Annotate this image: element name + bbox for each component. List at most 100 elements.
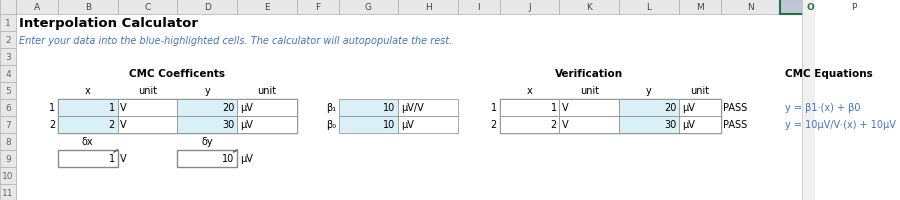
Bar: [338, 100, 399, 116]
Text: N: N: [747, 3, 754, 12]
Text: M: M: [696, 3, 704, 12]
Text: 6: 6: [5, 103, 11, 112]
Text: B: B: [85, 3, 91, 12]
Text: V: V: [562, 103, 569, 113]
Bar: [338, 116, 399, 133]
Text: P: P: [850, 3, 856, 12]
Bar: [297, 0, 338, 15]
Text: K: K: [587, 3, 592, 12]
Text: 10: 10: [3, 171, 14, 180]
Bar: [0, 0, 16, 15]
Bar: [458, 0, 500, 15]
Bar: [0, 100, 16, 116]
Text: I: I: [478, 3, 481, 12]
Text: PASS: PASS: [724, 103, 748, 113]
Text: 1: 1: [491, 103, 497, 113]
Text: δy: δy: [202, 137, 213, 147]
Bar: [560, 100, 619, 116]
Text: PASS: PASS: [724, 120, 748, 130]
Text: C: C: [144, 3, 150, 12]
Text: V: V: [562, 120, 569, 130]
Text: μV: μV: [401, 120, 414, 130]
Bar: [0, 184, 16, 200]
Bar: [560, 116, 619, 133]
Bar: [58, 150, 118, 167]
Text: 8: 8: [5, 137, 11, 146]
Text: V: V: [121, 154, 127, 164]
Text: β₁: β₁: [326, 103, 336, 113]
Bar: [619, 0, 679, 15]
Text: 10: 10: [383, 120, 396, 130]
Text: 11: 11: [3, 188, 14, 197]
Text: 20: 20: [222, 103, 235, 113]
Bar: [58, 116, 118, 133]
Text: μV: μV: [240, 120, 253, 130]
Text: 4: 4: [5, 70, 11, 79]
Text: 1: 1: [109, 103, 115, 113]
Text: 9: 9: [5, 154, 11, 163]
Text: y: y: [204, 86, 211, 96]
Bar: [679, 0, 721, 15]
Bar: [0, 32, 16, 49]
Bar: [58, 100, 297, 133]
Bar: [619, 100, 679, 116]
Bar: [177, 0, 238, 15]
Bar: [0, 66, 16, 83]
Bar: [679, 116, 721, 133]
Bar: [780, 0, 840, 15]
Text: 10: 10: [383, 103, 396, 113]
Bar: [238, 100, 297, 116]
Text: y = β1·(x) + β0: y = β1·(x) + β0: [785, 103, 860, 113]
Bar: [177, 150, 238, 167]
Text: 1: 1: [5, 19, 11, 28]
Bar: [500, 100, 721, 133]
Text: μV: μV: [681, 120, 695, 130]
Bar: [0, 0, 814, 15]
Text: L: L: [646, 3, 652, 12]
Text: μV/V: μV/V: [401, 103, 424, 113]
Text: Enter your data into the blue-highlighted cells. The calculator will autopopulat: Enter your data into the blue-highlighte…: [19, 35, 453, 45]
Bar: [118, 100, 177, 116]
Bar: [0, 49, 16, 66]
Bar: [399, 116, 458, 133]
Text: 2: 2: [5, 36, 11, 45]
Bar: [177, 100, 238, 116]
Text: E: E: [265, 3, 270, 12]
Text: O: O: [806, 3, 814, 12]
Text: μV: μV: [240, 154, 253, 164]
Bar: [0, 167, 16, 184]
Text: Interpolation Calculator: Interpolation Calculator: [19, 17, 198, 30]
Text: 2: 2: [49, 120, 55, 130]
Text: x: x: [526, 86, 533, 96]
Text: J: J: [528, 3, 531, 12]
Bar: [0, 83, 16, 100]
Bar: [238, 0, 297, 15]
Text: 20: 20: [664, 103, 676, 113]
Text: A: A: [34, 3, 40, 12]
Text: G: G: [364, 3, 372, 12]
Text: Verification: Verification: [555, 69, 624, 79]
Text: H: H: [425, 3, 431, 12]
Bar: [238, 116, 297, 133]
Text: unit: unit: [257, 86, 276, 96]
Text: unit: unit: [580, 86, 598, 96]
Text: 7: 7: [5, 120, 11, 129]
Bar: [0, 15, 16, 32]
Bar: [399, 0, 458, 15]
Bar: [16, 0, 58, 15]
Text: V: V: [121, 103, 127, 113]
Bar: [177, 116, 238, 133]
Text: F: F: [315, 3, 320, 12]
Bar: [560, 0, 619, 15]
Bar: [802, 0, 814, 200]
Bar: [679, 100, 721, 116]
Bar: [619, 116, 679, 133]
Text: unit: unit: [690, 86, 709, 96]
Text: 3: 3: [5, 53, 11, 62]
Bar: [721, 0, 780, 15]
Text: y: y: [646, 86, 652, 96]
Text: μV: μV: [681, 103, 695, 113]
Bar: [58, 0, 118, 15]
Bar: [0, 150, 16, 167]
Bar: [0, 116, 16, 133]
